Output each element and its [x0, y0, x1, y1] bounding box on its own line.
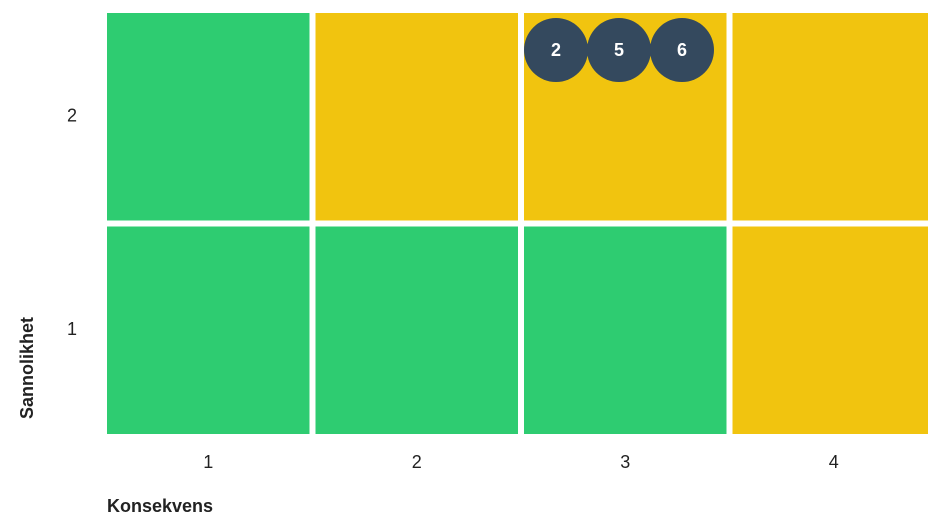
risk-marker-circle: [650, 18, 714, 82]
x-axis-ticks: 1 2 3 4: [203, 452, 839, 472]
matrix-cells: [107, 13, 928, 434]
risk-marker: 5: [587, 18, 651, 82]
y-tick-label: 1: [67, 319, 77, 339]
risk-marker: 6: [650, 18, 714, 82]
matrix-cell-2-2: [315, 13, 518, 221]
risk-marker-label: 5: [614, 40, 624, 60]
x-tick-label: 2: [412, 452, 422, 472]
x-tick-label: 1: [203, 452, 213, 472]
risk-marker-circle: [524, 18, 588, 82]
x-tick-label: 4: [829, 452, 839, 472]
matrix-cell-1-1: [107, 226, 310, 434]
y-tick-label: 2: [67, 106, 77, 126]
risk-marker-circle: [587, 18, 651, 82]
matrix-cell-1-3: [524, 226, 727, 434]
risk-marker: 2: [524, 18, 588, 82]
risk-marker-label: 2: [551, 40, 561, 60]
y-axis-ticks: 21: [67, 106, 77, 340]
risk-marker-label: 6: [677, 40, 687, 60]
matrix-cell-1-4: [732, 226, 928, 434]
x-axis-title: Konsekvens: [107, 496, 213, 516]
risk-markers: 2 5 6: [524, 18, 714, 82]
matrix-cell-1-2: [315, 226, 518, 434]
matrix-cell-2-1: [107, 13, 310, 221]
y-axis-title: Sannolikhet: [17, 317, 37, 419]
x-tick-label: 3: [620, 452, 630, 472]
matrix-cell-2-4: [732, 13, 928, 221]
